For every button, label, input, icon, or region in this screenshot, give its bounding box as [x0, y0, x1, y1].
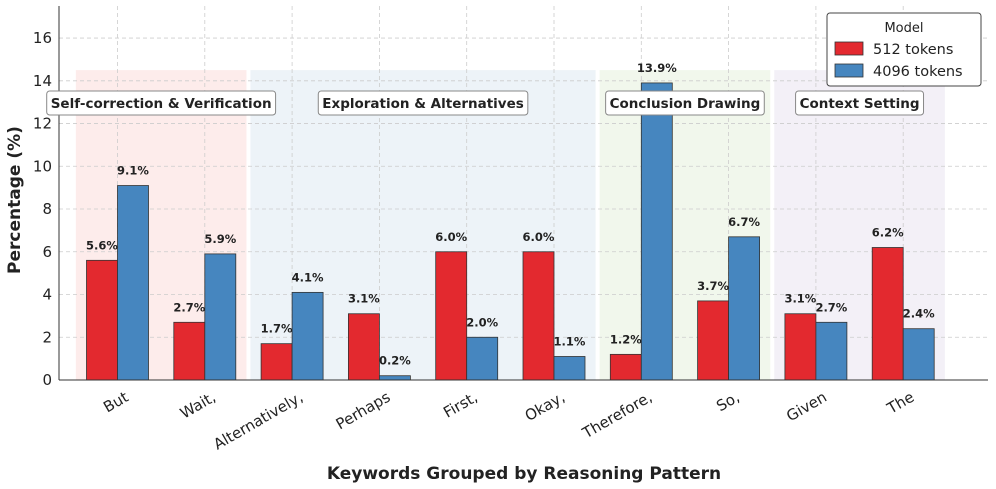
- y-tick-label-0: 0: [42, 371, 52, 389]
- y-tick-label-7: 14: [33, 72, 52, 90]
- bar-4096-4: [466, 336, 499, 381]
- legend-label-1: 4096 tokens: [873, 64, 963, 80]
- bar-4096-9: [902, 328, 935, 381]
- bar-4096-8: [815, 321, 848, 381]
- data-label-512-1: 2.7%: [173, 300, 205, 314]
- data-labels: 5.6% 2.7% 1.7% 3.1% 6.0% 6.0% 1.2% 3.7% 3.1% 6.2%…: [86, 61, 935, 368]
- y-tick-label-2: 4: [42, 286, 52, 304]
- group-label-1: Exploration & Alternatives: [317, 90, 529, 116]
- data-label-4096-6: 13.9%: [637, 61, 677, 75]
- data-label-512-6: 1.2%: [610, 332, 642, 346]
- data-label-4096-0: 9.1%: [117, 164, 149, 178]
- data-label-4096-1: 5.9%: [204, 232, 236, 246]
- data-label-4096-8: 2.7%: [815, 300, 847, 314]
- x-tick-label-7: So,: [713, 388, 742, 415]
- bar-512-9: [871, 247, 904, 381]
- group-label-box-0: [46, 90, 277, 116]
- bar-512-6: [609, 353, 642, 381]
- bar-512-4: [435, 251, 468, 381]
- data-label-4096-7: 6.7%: [728, 215, 760, 229]
- bar-4096-6: [640, 82, 673, 381]
- legend-swatch-1: [834, 63, 864, 78]
- x-tick-label-9: The: [883, 388, 917, 418]
- legend-title: Model: [884, 21, 923, 36]
- y-axis-title: Percentage (%): [5, 126, 25, 274]
- group-label-text-0: Self-correction & Verification: [51, 96, 272, 112]
- group-label-text-2: Conclusion Drawing: [610, 96, 761, 112]
- data-label-4096-9: 2.4%: [903, 307, 935, 321]
- y-tick-label-5: 10: [33, 157, 52, 175]
- data-label-512-9: 6.2%: [872, 225, 904, 239]
- data-label-4096-4: 2.0%: [466, 315, 498, 329]
- legend-item-512: 512 tokens: [834, 41, 953, 58]
- bar-512-8: [784, 313, 817, 381]
- bar-512-7: [697, 300, 729, 381]
- data-label-512-5: 6.0%: [523, 230, 555, 244]
- data-label-512-2: 1.7%: [261, 322, 293, 336]
- group-label-0: Self-correction & Verification: [46, 90, 277, 116]
- bar-4096-3: [378, 375, 411, 381]
- group-label-3: Context Setting: [795, 90, 925, 116]
- y-tick-label-3: 6: [42, 243, 52, 261]
- group-label-box-3: [795, 90, 925, 116]
- y-tick-label-1: 2: [42, 328, 52, 346]
- x-axis-title: Keywords Grouped by Reasoning Pattern: [327, 464, 721, 484]
- bars: [86, 82, 935, 381]
- group-label-text-1: Exploration & Alternatives: [322, 96, 524, 112]
- x-tick-label-5: Okay,: [522, 388, 568, 425]
- bar-4096-7: [728, 236, 760, 381]
- legend-frame: [826, 12, 982, 87]
- x-tick-label-1: Wait,: [177, 388, 219, 423]
- data-label-512-3: 3.1%: [348, 292, 380, 306]
- legend: Model 512 tokens 4096 tokens: [826, 12, 982, 87]
- x-tick-label-3: Perhaps: [333, 388, 394, 434]
- bar-4096-1: [204, 253, 237, 381]
- bar-512-2: [260, 343, 293, 381]
- group-label-text-3: Context Setting: [800, 96, 920, 112]
- data-label-512-7: 3.7%: [697, 279, 729, 293]
- y-tick-label-6: 12: [33, 115, 52, 133]
- group-label-box-2: [605, 90, 765, 116]
- x-tick-label-2: Alternatively,: [210, 388, 306, 454]
- bar-4096-0: [117, 185, 149, 381]
- x-tick-label-4: First,: [440, 388, 480, 422]
- bar-512-0: [86, 259, 118, 381]
- x-tick-label-8: Given: [783, 388, 830, 425]
- legend-label-0: 512 tokens: [873, 42, 953, 58]
- x-tick-label-0: But: [100, 388, 131, 416]
- bar-512-1: [173, 321, 206, 381]
- data-label-512-4: 6.0%: [435, 230, 467, 244]
- bar-512-5: [522, 251, 555, 381]
- x-tick-label-6: Therefore,: [579, 388, 656, 443]
- data-label-4096-3: 0.2%: [379, 354, 411, 368]
- legend-item-4096: 4096 tokens: [834, 63, 963, 80]
- bar-4096-5: [553, 356, 586, 381]
- bar-4096-2: [291, 291, 324, 381]
- y-tick-label-8: 16: [33, 29, 52, 47]
- data-label-512-0: 5.6%: [86, 238, 118, 252]
- data-label-512-8: 3.1%: [784, 292, 816, 306]
- group-label-box-1: [317, 90, 529, 116]
- data-label-4096-2: 4.1%: [292, 270, 324, 284]
- y-tick-label-4: 8: [42, 200, 52, 218]
- legend-swatch-0: [834, 41, 864, 56]
- group-labels: Self-correction & Verification Exploratio…: [46, 90, 925, 116]
- bar-512-3: [347, 313, 380, 381]
- data-label-4096-5: 1.1%: [554, 334, 586, 348]
- group-label-2: Conclusion Drawing: [605, 90, 765, 116]
